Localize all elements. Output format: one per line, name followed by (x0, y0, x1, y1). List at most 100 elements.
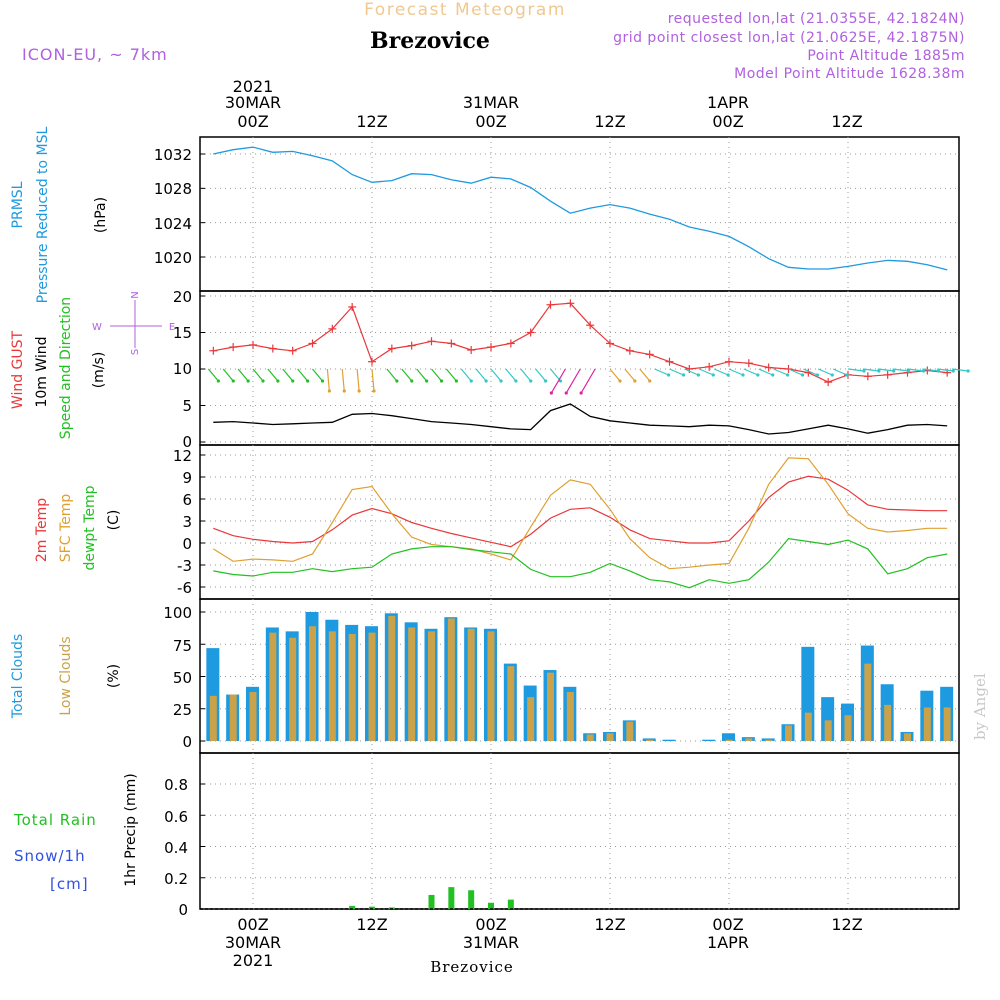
bottom-tick-label: 12Z (831, 915, 862, 934)
top-date: 31MAR (463, 93, 519, 112)
low-cloud-bar (646, 739, 654, 741)
pressure-tick: 1024 (154, 215, 192, 233)
temp-tick: 9 (182, 469, 192, 487)
temp-tick: 12 (173, 447, 192, 465)
wind-direction-arrowhead (246, 379, 250, 383)
total-cloud-bar (662, 739, 676, 741)
bottom-tick-label: 00Z (712, 915, 743, 934)
wind-unit: (m/s) (91, 352, 107, 389)
wind-compass: N S W E (92, 291, 175, 355)
wind-direction-arrowhead (469, 379, 473, 383)
pressure-line (213, 146, 948, 271)
wind-direction-arrowhead (907, 369, 911, 373)
low-cloud-bar (428, 631, 435, 741)
rain-bar (507, 899, 514, 909)
wind-direction-arrow (609, 368, 621, 382)
temp-label: 2m Temp (34, 498, 50, 562)
pressure-unit: (hPa) (93, 197, 109, 233)
wind-direction-arrowhead (549, 391, 553, 395)
point-altitude: Point Altitude 1885m (807, 48, 965, 64)
wind-direction-arrowhead (951, 369, 955, 373)
bottom-tick-label: 00Z (237, 915, 268, 934)
low-cloud-bar (626, 721, 634, 741)
wind-direction-arrow (639, 368, 651, 382)
plot-layer (200, 146, 970, 910)
wind-direction-arrowhead (306, 379, 310, 383)
wind-direction-arrowhead (261, 379, 265, 383)
wind-label: Speed and Direction (58, 297, 74, 439)
pressure-label: Pressure Reduced to MSL (35, 126, 51, 303)
wind-direction-arrow (312, 368, 323, 382)
temp-unit: (C) (106, 510, 122, 531)
low-cloud-bar (229, 694, 237, 741)
wind-direction-arrow (505, 368, 517, 382)
wind-direction-arrowhead (921, 369, 926, 373)
wind-direction-arrow (520, 368, 532, 382)
wind-direction-arrow (803, 368, 818, 376)
top-tick-label: 12Z (831, 112, 862, 131)
wind-direction-arrowhead (216, 379, 220, 383)
wind-direction-arrow (743, 368, 759, 376)
compass-north: N (130, 291, 141, 298)
wind-direction-arrow (773, 368, 788, 376)
credit-watermark: by Angel (971, 673, 989, 740)
wind-direction-arrowhead (327, 389, 331, 393)
low-cloud-bar (309, 626, 316, 741)
wind-direction-arrowhead (320, 379, 325, 383)
wind-direction-arrowhead (892, 369, 896, 373)
dewpoint-line (213, 537, 948, 589)
wind-direction-arrowhead (633, 379, 637, 383)
wind-tick: 0 (182, 433, 192, 451)
top-date: 30MAR (225, 93, 281, 112)
wind-direction-arrow (460, 368, 472, 382)
pressure-tick: 1020 (154, 249, 192, 267)
low-cloud-bar (289, 637, 297, 741)
clouds-tick: 50 (173, 669, 192, 687)
low-cloud-bar (785, 725, 792, 741)
wind-direction-arrowhead (877, 369, 881, 373)
wind-direction-arrow (758, 368, 773, 376)
bottom-date: 1APR (707, 933, 749, 952)
wind-direction-arrow (282, 368, 294, 382)
precip-tick: 0.6 (164, 808, 188, 826)
top-tick-label: 12Z (594, 112, 625, 131)
pressure-label: PRMSL (10, 181, 26, 228)
temp-tick: 3 (182, 513, 192, 531)
low-cloud-bar (348, 633, 356, 741)
clouds-tick: 0 (182, 733, 192, 751)
wind-direction-arrowhead (564, 391, 568, 395)
top-date: 1APR (707, 93, 749, 112)
wind-direction-arrow (475, 368, 487, 382)
wind-direction-arrow (654, 368, 669, 376)
clouds-label: Total Clouds (10, 634, 26, 719)
wind-direction-arrow (580, 368, 596, 394)
temp-tick: 6 (182, 491, 192, 509)
rain-bar (349, 905, 356, 909)
wind-direction-arrowhead (681, 373, 686, 377)
model-label: ICON-EU, ~ 7km (22, 45, 168, 64)
low-cloud-bar (507, 666, 515, 741)
rain-bar (428, 894, 435, 909)
clouds-unit: (%) (106, 664, 122, 688)
wind-direction-arrowhead (579, 391, 583, 395)
wind-direction-arrow (401, 368, 413, 382)
wind-direction-arrowhead (499, 379, 503, 383)
low-cloud-bar (864, 663, 872, 741)
wind-direction-arrow (624, 368, 636, 382)
compass-east: E (169, 322, 175, 333)
gust-line (213, 302, 948, 383)
wind-direction-arrow (356, 368, 360, 392)
clouds-label: Low Clouds (58, 636, 74, 715)
low-cloud-bar (368, 632, 376, 741)
temp-label: dewpt Temp (82, 485, 98, 570)
wind-tick: 15 (173, 324, 192, 342)
wind-tick: 10 (173, 360, 192, 378)
wind-direction-arrowhead (454, 379, 458, 383)
wind-direction-arrowhead (741, 373, 745, 377)
top-tick-label: 00Z (237, 112, 268, 131)
precip-tick: 0.2 (164, 870, 188, 888)
wind-direction-arrowhead (291, 379, 295, 383)
low-cloud-bar (804, 712, 812, 741)
station-title: Brezovice (370, 28, 490, 54)
wind-direction-arrowhead (800, 373, 805, 377)
